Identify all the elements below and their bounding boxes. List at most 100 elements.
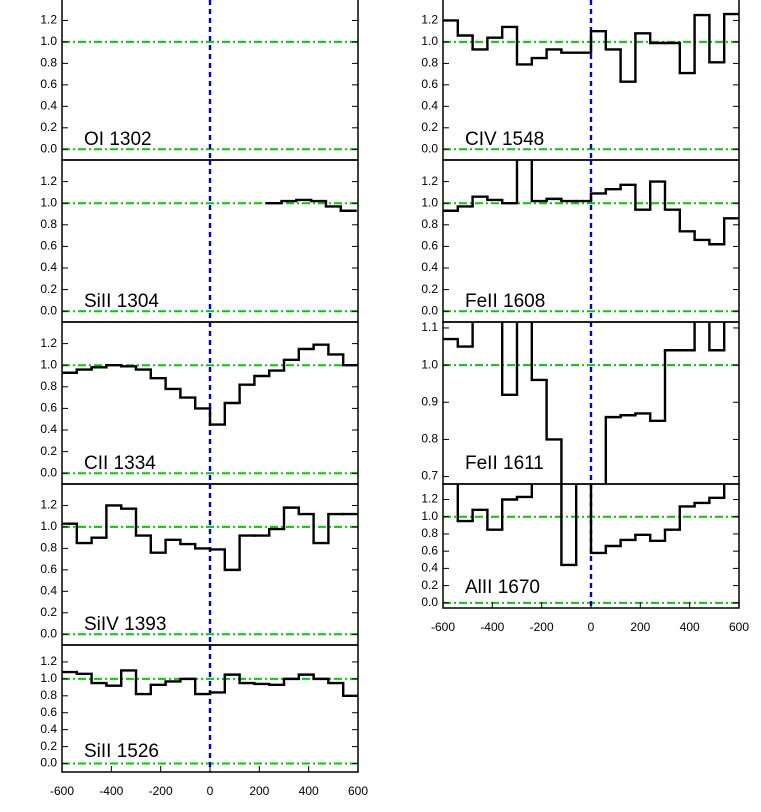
data-line <box>443 322 726 484</box>
y-tick-label: 0.8 <box>421 432 438 446</box>
y-tick-label: 0.8 <box>421 56 438 70</box>
y-tick-label: 0.2 <box>40 120 57 134</box>
y-tick-label: 1.1 <box>421 320 438 334</box>
y-tick-label: 0.4 <box>421 561 438 575</box>
x-tick-label: 200 <box>630 620 650 634</box>
data-line <box>62 669 358 697</box>
y-tick-label: 0.6 <box>40 239 57 253</box>
y-tick-label: 1.2 <box>421 492 438 506</box>
x-tick-label: 400 <box>299 784 319 798</box>
y-tick-label: 1.0 <box>40 519 57 533</box>
y-tick-label: 0.0 <box>421 595 438 609</box>
y-tick-label: 1.2 <box>40 498 57 512</box>
panel: 0.0 0.2 0.4 0.6 0.8 1.0 1.2 FeII 1608 <box>421 159 740 323</box>
y-tick-label: 0.6 <box>421 239 438 253</box>
y-tick-label: 0.2 <box>421 120 438 134</box>
line-label: SiII 1304 <box>84 291 159 312</box>
y-tick-label: 1.0 <box>421 195 438 209</box>
y-tick-label: 0.6 <box>40 401 57 415</box>
y-tick-label: 1.2 <box>40 174 57 188</box>
y-tick-label: 0.0 <box>40 141 57 155</box>
y-tick-label: 0.8 <box>421 217 438 231</box>
y-tick-label: 0.8 <box>40 541 57 555</box>
y-tick-label: 0.0 <box>421 303 438 317</box>
y-tick-label: 0.0 <box>40 303 57 317</box>
line-label: AlII 1670 <box>465 577 540 598</box>
y-tick-label: 1.0 <box>40 671 57 685</box>
y-tick-label: 0.4 <box>421 99 438 113</box>
x-tick-label: -600 <box>431 620 455 634</box>
y-tick-label: 0.2 <box>40 282 57 296</box>
x-tick-label: 600 <box>729 620 749 634</box>
y-tick-label: 0.8 <box>40 217 57 231</box>
data-line <box>443 160 739 246</box>
x-tick-label: -400 <box>99 784 123 798</box>
y-tick-label: 0.6 <box>40 562 57 576</box>
data-line <box>443 12 739 83</box>
x-tick-label: 400 <box>680 620 700 634</box>
y-tick-label: 1.0 <box>40 34 57 48</box>
data-line <box>62 343 358 426</box>
y-tick-label: 0.4 <box>421 260 438 274</box>
y-tick-label: 0.8 <box>40 56 57 70</box>
y-tick-label: 0.2 <box>40 444 57 458</box>
y-tick-label: 0.8 <box>40 688 57 702</box>
x-tick-label: 200 <box>249 784 269 798</box>
y-tick-label: 0.6 <box>421 77 438 91</box>
y-tick-label: 0.8 <box>421 526 438 540</box>
y-tick-label: 0.0 <box>40 756 57 770</box>
x-tick-label: 0 <box>207 784 214 798</box>
x-tick-label: -600 <box>50 784 74 798</box>
y-tick-label: 1.2 <box>421 174 438 188</box>
y-tick-label: 0.2 <box>40 605 57 619</box>
x-tick-label: -200 <box>149 784 173 798</box>
y-tick-label: 1.2 <box>40 336 57 350</box>
line-label: SiIV 1393 <box>84 614 166 635</box>
x-tick-label: 0 <box>588 620 595 634</box>
line-label: CII 1334 <box>84 453 156 474</box>
data-line <box>456 484 726 567</box>
panel: 0.0 0.2 0.4 0.6 0.8 1.0 1.2 OI 1302 <box>40 0 359 161</box>
data-line <box>62 504 358 572</box>
y-tick-label: 0.6 <box>40 77 57 91</box>
y-tick-label: 0.4 <box>40 722 57 736</box>
y-tick-label: 0.6 <box>421 543 438 557</box>
panel: 0.7 0.8 0.9 1.0 1.1 FeII 1611 <box>421 320 740 485</box>
y-tick-label: 0.4 <box>40 422 57 436</box>
data-line <box>265 198 357 212</box>
line-label: OI 1302 <box>84 129 152 150</box>
y-tick-label: 0.0 <box>40 626 57 640</box>
y-tick-label: 0.7 <box>421 469 438 483</box>
y-tick-label: 0.4 <box>40 260 57 274</box>
y-tick-label: 0.9 <box>421 394 438 408</box>
line-label: FeII 1611 <box>465 453 544 474</box>
x-tick-label: 600 <box>348 784 368 798</box>
y-tick-label: 1.2 <box>421 13 438 27</box>
y-tick-label: 0.2 <box>40 739 57 753</box>
y-tick-label: 0.4 <box>40 99 57 113</box>
y-tick-label: 0.4 <box>40 584 57 598</box>
y-tick-label: 1.0 <box>40 195 57 209</box>
line-label: SiII 1526 <box>84 741 159 762</box>
y-tick-label: 0.6 <box>40 705 57 719</box>
y-tick-label: 1.2 <box>40 13 57 27</box>
y-tick-label: 1.2 <box>40 654 57 668</box>
x-tick-label: -200 <box>530 620 554 634</box>
line-label: CIV 1548 <box>465 129 544 150</box>
x-tick-label: -400 <box>480 620 504 634</box>
y-tick-label: 0.8 <box>40 379 57 393</box>
panel: 0.0 0.2 0.4 0.6 0.8 1.0 1.2 SiIV 1393 <box>40 483 359 646</box>
y-tick-label: 1.0 <box>421 34 438 48</box>
y-tick-label: 0.2 <box>421 578 438 592</box>
y-tick-label: 0.2 <box>421 282 438 296</box>
panel: 0.0 0.2 0.4 0.6 0.8 1.0 1.2 SiII 1304 <box>40 159 359 323</box>
y-tick-label: 0.0 <box>421 141 438 155</box>
line-label: FeII 1608 <box>465 291 545 312</box>
panel: 0.0 0.2 0.4 0.6 0.8 1.0 1.2 CIV 1548 <box>421 0 740 161</box>
y-tick-label: 1.0 <box>421 509 438 523</box>
y-tick-label: 1.0 <box>40 357 57 371</box>
panel: 0.0 0.2 0.4 0.6 0.8 1.0 1.2 CII 1334 <box>40 321 359 485</box>
y-tick-label: 1.0 <box>421 357 438 371</box>
y-tick-label: 0.0 <box>40 465 57 479</box>
